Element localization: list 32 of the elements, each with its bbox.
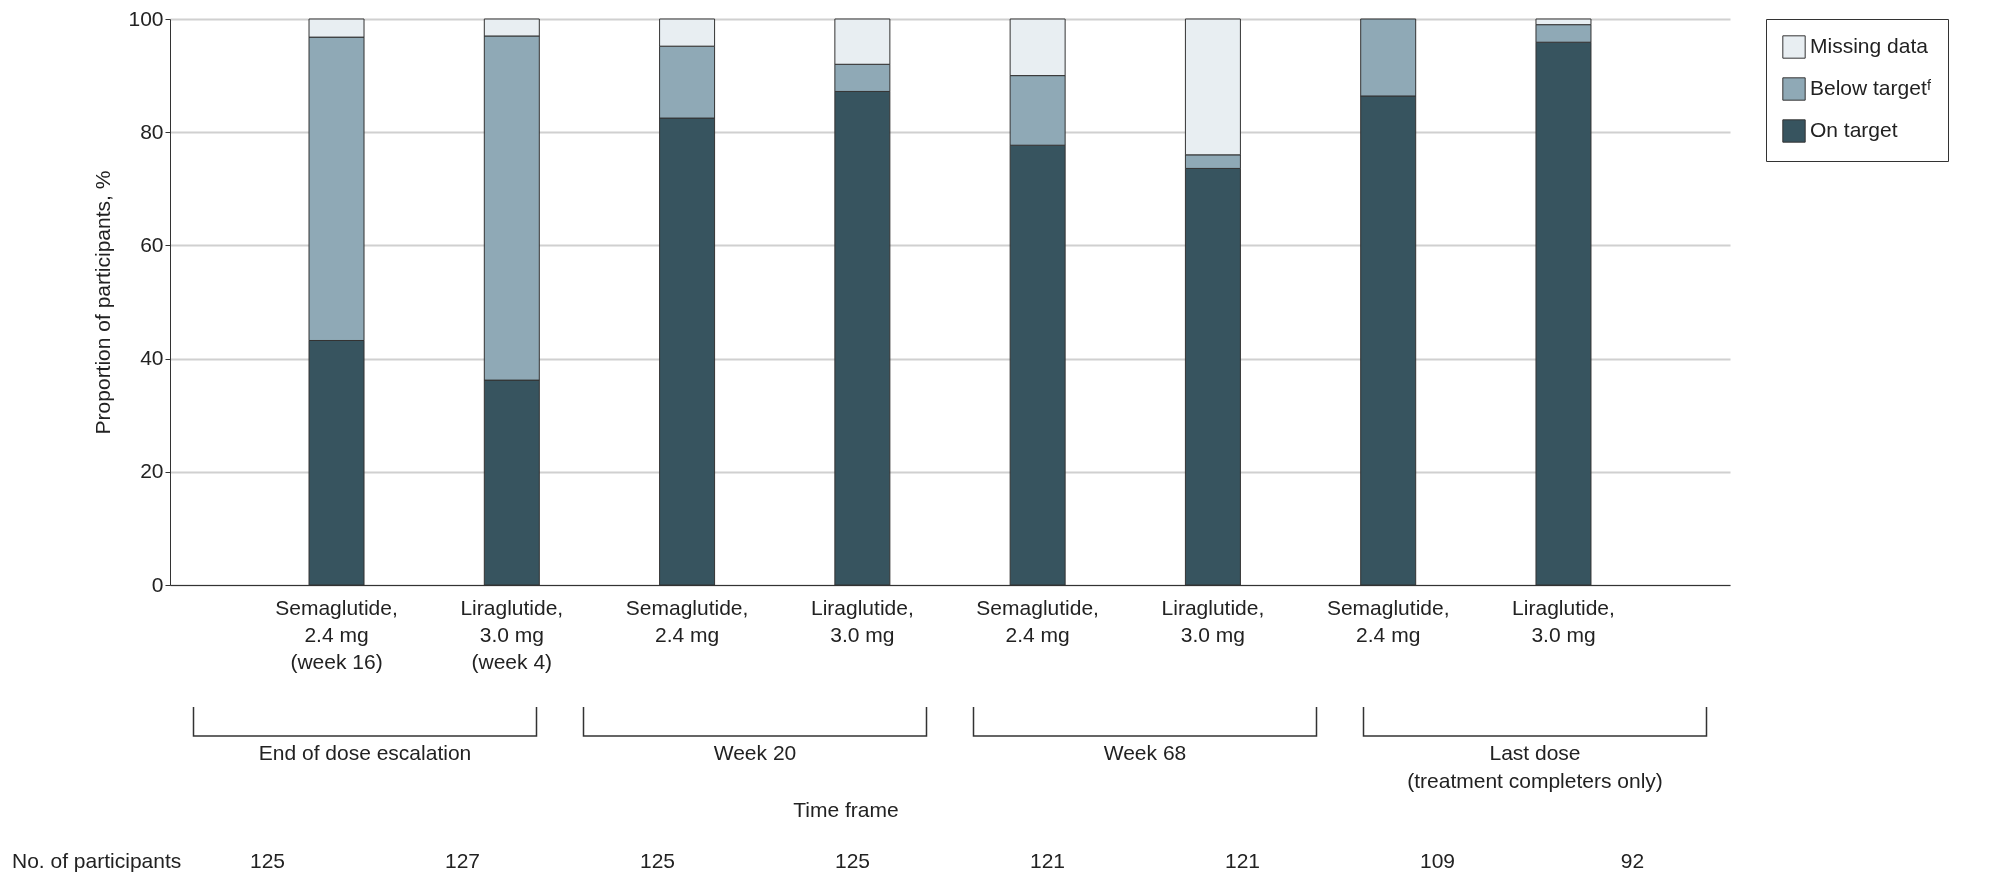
text: End of dose escalation: [258, 741, 472, 764]
text: 125: [249, 849, 286, 872]
y-tick-label: 20: [140, 459, 164, 483]
text: 121: [1029, 849, 1066, 872]
text: No. of participants: [12, 849, 182, 872]
x-tick-label: Semaglutide, 2.4 mg: [625, 595, 749, 646]
text: Time frame: [793, 798, 899, 821]
legend-label: Below targetᶠ: [1810, 76, 1932, 99]
y-tick-label: 80: [140, 119, 164, 143]
x-tick-label: Semaglutide, 2.4 mg: [1326, 595, 1450, 646]
text: 127: [444, 849, 481, 872]
y-tick-label: 100: [128, 6, 164, 30]
legend-label: Missing data: [1810, 34, 1929, 57]
text: 109: [1419, 849, 1456, 872]
text: 125: [639, 849, 676, 872]
y-tick-label: 40: [140, 346, 164, 370]
x-tick-label: Liraglutide, 3.0 mg: [1161, 595, 1265, 646]
text: 121: [1224, 849, 1261, 872]
text: Last dose (treatment completers only): [1407, 741, 1663, 792]
x-tick-label: Liraglutide, 3.0 mg: [810, 595, 914, 646]
text: Week 20: [713, 741, 797, 764]
x-tick-label: Liraglutide, 3.0 mg (week 4): [460, 595, 564, 673]
legend-label: On target: [1810, 118, 1898, 141]
x-tick-label: Semaglutide, 2.4 mg: [976, 595, 1099, 646]
y-axis-title: Proportion of participants, %: [91, 170, 115, 435]
text: 125: [834, 849, 871, 872]
y-tick-label: 0: [151, 572, 164, 596]
text: Week 68: [1103, 741, 1187, 764]
text: 92: [1620, 849, 1645, 872]
x-tick-label: Liraglutide, 3.0 mg: [1512, 595, 1615, 646]
x-tick-label: Semaglutide, 2.4 mg (week 16): [275, 595, 398, 673]
y-tick-label: 60: [140, 232, 164, 256]
